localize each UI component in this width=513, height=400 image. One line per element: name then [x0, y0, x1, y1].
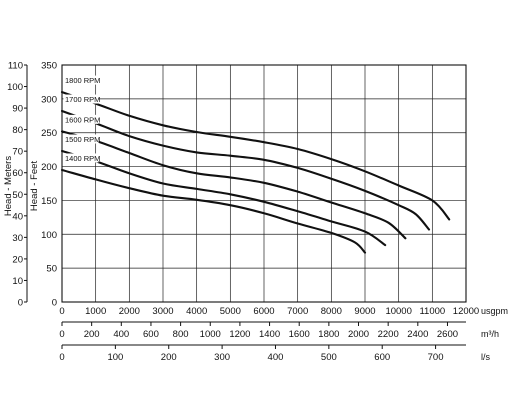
x-tick-m3h: 1600 [289, 329, 310, 340]
y-tick-meters: 110 [8, 61, 23, 72]
x-unit-ls: l/s [481, 352, 491, 362]
rpm-labels: 1800 RPM 1700 RPM 1600 RPM 1500 RPM 1400 RPM [63, 75, 100, 163]
curve-1400-rpm [60, 168, 367, 254]
x-tick-usgpm: 8000 [321, 306, 342, 317]
curve-1800-rpm [60, 91, 451, 221]
x-tick-usgpm: 12000 [453, 306, 479, 317]
label-1800-rpm: 1800 RPM [65, 76, 100, 85]
x-tick-usgpm: 0 [59, 306, 64, 317]
x-tick-usgpm: 11000 [419, 306, 445, 317]
x-tick-m3h: 400 [113, 329, 129, 340]
label-1700-rpm: 1700 RPM [65, 95, 100, 104]
x-tick-usgpm: 5000 [220, 306, 241, 317]
label-1500-rpm: 1500 RPM [65, 135, 100, 144]
x-tick-usgpm: 4000 [186, 306, 207, 317]
y-tick-feet: 100 [41, 230, 57, 241]
curve-1600-rpm [60, 130, 407, 240]
x-tick-m3h: 1200 [229, 329, 250, 340]
y-tick-feet: 300 [41, 94, 57, 105]
x-tick-m3h: 2000 [348, 329, 369, 340]
x-unit-usgpm: usgpm [481, 306, 508, 316]
label-bg-1500-rpm [63, 134, 99, 144]
label-1400-rpm: 1400 RPM [65, 154, 100, 163]
label-bg-1400-rpm [63, 153, 99, 163]
y-tick-feet: 350 [41, 61, 57, 72]
x-tick-m3h: 200 [84, 329, 100, 340]
x-tick-usgpm: 7000 [287, 306, 308, 317]
x-tick-ls: 200 [161, 352, 177, 363]
label-bg-1800-rpm [63, 75, 99, 85]
x-tick-m3h: 600 [143, 329, 159, 340]
y-tick-meters: 40 [12, 211, 23, 222]
x-tick-m3h: 1800 [318, 329, 339, 340]
curve-1500-rpm [60, 149, 387, 247]
y-axis-label-meters: Head - Meters [3, 156, 14, 216]
plot-border [61, 64, 467, 303]
y-tick-meters: 30 [12, 233, 23, 244]
y-tick-feet: 0 [52, 298, 57, 309]
y-tick-meters: 80 [12, 125, 23, 136]
x-tick-ls: 500 [321, 352, 337, 363]
y-tick-meters: 20 [12, 254, 23, 265]
x-tick-ls: 700 [428, 352, 444, 363]
x-tick-m3h: 2600 [437, 329, 458, 340]
y-tick-feet: 50 [46, 264, 57, 275]
x-tick-usgpm: 1000 [85, 306, 106, 317]
x-tick-ls: 100 [107, 352, 123, 363]
y-tick-meters: 100 [7, 82, 23, 93]
x-tick-ls: 0 [59, 352, 64, 363]
x-tick-ls: 600 [374, 352, 390, 363]
y-tick-meters: 10 [12, 276, 23, 287]
y-axis-label-feet: Head - Feet [29, 161, 40, 212]
x-tick-m3h: 800 [173, 329, 189, 340]
y-tick-meters: 50 [12, 190, 23, 201]
y-tick-meters: 0 [18, 298, 23, 309]
x-tick-m3h: 1000 [200, 329, 221, 340]
x-tick-usgpm: 6000 [253, 306, 274, 317]
label-bg-1700-rpm [63, 94, 99, 104]
y-tick-meters: 70 [12, 147, 23, 158]
x-tick-m3h: 1400 [259, 329, 280, 340]
x-tick-m3h: 0 [59, 329, 64, 340]
x-unit-m3h: m³/h [481, 329, 499, 339]
y-tick-meters: 60 [12, 168, 23, 179]
y-tick-feet: 200 [41, 162, 57, 173]
x-tick-m3h: 2200 [378, 329, 399, 340]
x-tick-ls: 300 [214, 352, 230, 363]
x-tick-usgpm: 9000 [354, 306, 375, 317]
x-tick-usgpm: 3000 [152, 306, 173, 317]
curve-1700-rpm [60, 109, 431, 231]
x-tick-m3h: 2400 [407, 329, 428, 340]
axis-ticks: 0 50 100 150 200 250 300 350 0 10 20 30 40 50 60 70 80 90… [7, 61, 508, 364]
label-1600-rpm: 1600 RPM [65, 115, 100, 124]
y-tick-meters: 90 [12, 104, 23, 115]
y-tick-feet: 150 [41, 196, 57, 207]
x-tick-ls: 400 [268, 352, 284, 363]
y-tick-feet: 250 [41, 128, 57, 139]
x-tick-usgpm: 2000 [119, 306, 140, 317]
label-bg-1600-rpm [63, 114, 99, 124]
x-tick-usgpm: 10000 [385, 306, 411, 317]
plot-frame [26, 64, 467, 346]
rpm-curves [60, 91, 451, 254]
